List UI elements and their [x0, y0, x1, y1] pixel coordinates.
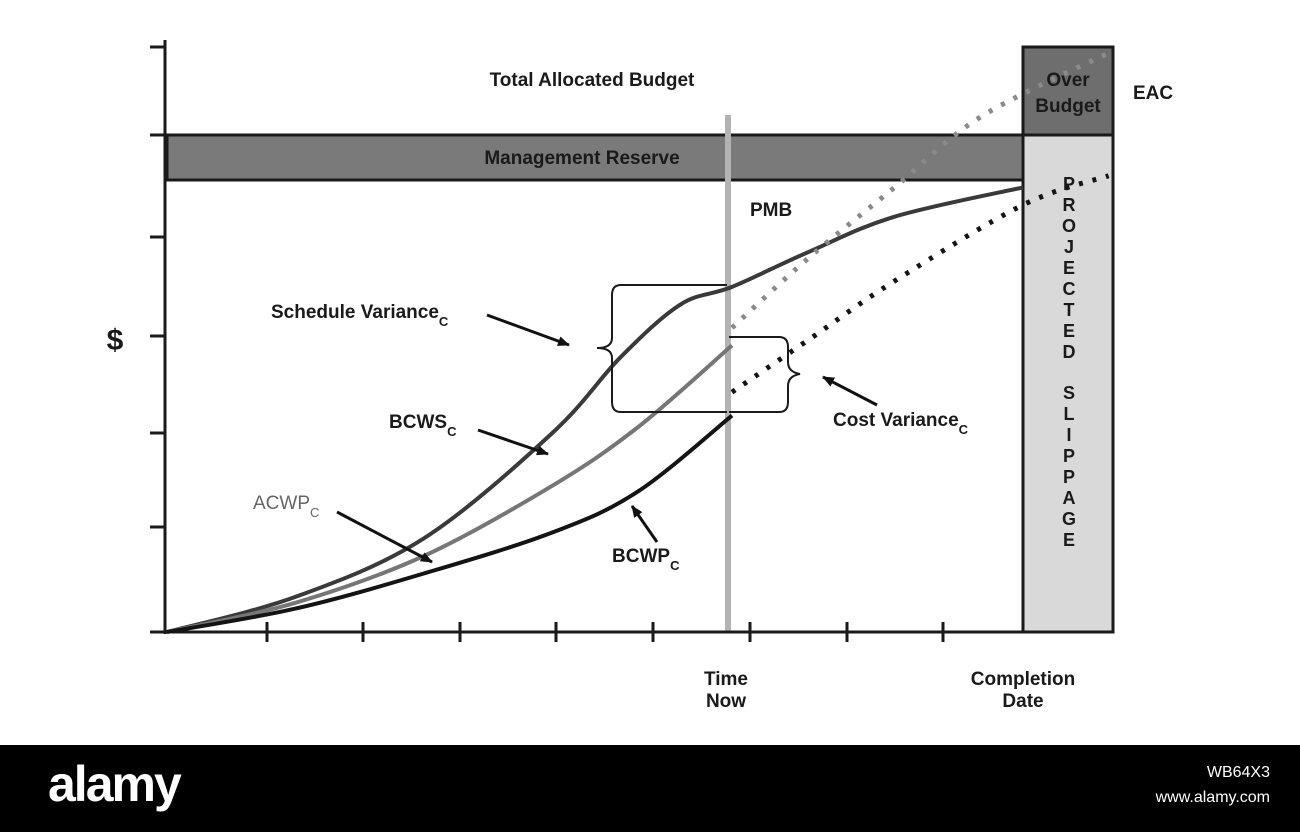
bcwp-dotted-line: [730, 173, 1110, 395]
y-axis-ticks: [150, 45, 165, 529]
bcws-arrow: [477, 428, 549, 456]
management-reserve-band: [165, 133, 1025, 182]
alamy-logo: alamy: [48, 756, 182, 812]
completion-date-label-2: Date: [1002, 691, 1043, 712]
earned-value-chart: Total Allocated Budget Management Reserv…: [107, 40, 1173, 712]
bcwp-solid-line: [166, 414, 734, 634]
slippage-letter: E: [1063, 321, 1075, 341]
slippage-letter: R: [1063, 195, 1076, 215]
slippage-letter: C: [1063, 279, 1076, 299]
slippage-letter: P: [1063, 174, 1075, 194]
slippage-letter: I: [1066, 425, 1071, 445]
y-axis-label: $: [107, 324, 124, 357]
slippage-letter: S: [1063, 383, 1075, 403]
schedule-variance-label: Schedule VarianceC: [271, 302, 449, 329]
over-budget-label-1: Over: [1046, 70, 1090, 91]
bcwp-arrow: [630, 505, 659, 543]
slippage-letter: T: [1064, 300, 1075, 320]
watermark-bar: alamy WB64X3 www.alamy.com: [0, 745, 1300, 832]
slippage-letter: A: [1063, 488, 1076, 508]
slippage-letter: G: [1062, 509, 1076, 529]
bcwp-label: BCWPC: [612, 546, 680, 573]
acwp-dotted-line: [730, 50, 1110, 330]
x-axis-ticks: [265, 622, 945, 642]
acwp-solid-line: [166, 343, 734, 634]
slippage-letter: P: [1063, 446, 1075, 466]
schedule-variance-brace: [596, 284, 727, 413]
acwp-arrow: [336, 510, 433, 564]
bcws-label: BCWSC: [389, 412, 457, 439]
time-now-label-2: Now: [706, 691, 746, 712]
site-url: www.alamy.com: [1155, 789, 1270, 806]
projected-slippage-box: [1021, 133, 1115, 634]
slippage-letter: L: [1064, 404, 1075, 424]
slippage-letter: E: [1063, 258, 1075, 278]
image-id: WB64X3: [1206, 764, 1270, 781]
schedule-variance-arrow: [486, 313, 570, 347]
time-now-label-1: Time: [704, 669, 748, 690]
cost-variance-brace: [729, 336, 801, 413]
over-budget-label-2: Budget: [1035, 96, 1101, 117]
cost-variance-label: Cost VarianceC: [833, 410, 969, 437]
completion-date-label-1: Completion: [971, 669, 1076, 690]
series-layer: [166, 50, 1110, 634]
cost-variance-arrow: [822, 375, 878, 407]
chart-title: Total Allocated Budget: [490, 70, 695, 91]
over-budget-box: [1021, 45, 1115, 137]
acwp-label: ACWPC: [253, 493, 319, 520]
pmb-label: PMB: [750, 200, 792, 221]
slippage-letter: E: [1063, 530, 1075, 550]
bcws-solid-line: [166, 185, 1024, 634]
slippage-letter: O: [1062, 216, 1076, 236]
management-reserve-label: Management Reserve: [484, 148, 679, 169]
eac-label: EAC: [1133, 83, 1173, 104]
slippage-letter: D: [1063, 342, 1076, 362]
slippage-letter: P: [1063, 467, 1075, 487]
slippage-letter: J: [1064, 237, 1074, 257]
